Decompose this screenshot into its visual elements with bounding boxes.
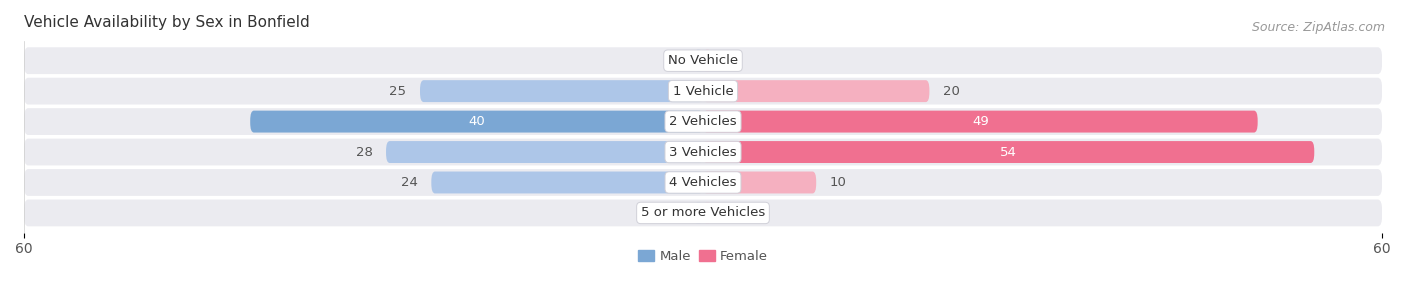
Text: 5 or more Vehicles: 5 or more Vehicles [641, 206, 765, 219]
FancyBboxPatch shape [250, 111, 703, 133]
FancyBboxPatch shape [24, 108, 1382, 135]
FancyBboxPatch shape [24, 169, 1382, 196]
Text: 25: 25 [389, 84, 406, 98]
FancyBboxPatch shape [24, 78, 1382, 105]
Text: 28: 28 [356, 145, 373, 159]
Text: 10: 10 [830, 176, 846, 189]
Text: 54: 54 [1000, 145, 1017, 159]
Text: 2 Vehicles: 2 Vehicles [669, 115, 737, 128]
FancyBboxPatch shape [703, 50, 711, 72]
FancyBboxPatch shape [703, 141, 1315, 163]
FancyBboxPatch shape [703, 202, 711, 224]
Text: 40: 40 [468, 115, 485, 128]
Legend: Male, Female: Male, Female [633, 245, 773, 268]
Text: 0: 0 [675, 54, 683, 67]
FancyBboxPatch shape [387, 141, 703, 163]
FancyBboxPatch shape [695, 50, 703, 72]
FancyBboxPatch shape [24, 199, 1382, 226]
Text: 0: 0 [723, 54, 731, 67]
Text: Source: ZipAtlas.com: Source: ZipAtlas.com [1251, 21, 1385, 34]
FancyBboxPatch shape [703, 111, 1258, 133]
FancyBboxPatch shape [420, 80, 703, 102]
Text: 0: 0 [723, 206, 731, 219]
Text: 4 Vehicles: 4 Vehicles [669, 176, 737, 189]
Text: 49: 49 [972, 115, 988, 128]
Text: 1 Vehicle: 1 Vehicle [672, 84, 734, 98]
FancyBboxPatch shape [703, 80, 929, 102]
Text: 3 Vehicles: 3 Vehicles [669, 145, 737, 159]
FancyBboxPatch shape [24, 139, 1382, 165]
FancyBboxPatch shape [432, 171, 703, 193]
FancyBboxPatch shape [24, 47, 1382, 74]
FancyBboxPatch shape [703, 171, 817, 193]
Text: 0: 0 [675, 206, 683, 219]
Text: No Vehicle: No Vehicle [668, 54, 738, 67]
Text: 20: 20 [943, 84, 960, 98]
Text: Vehicle Availability by Sex in Bonfield: Vehicle Availability by Sex in Bonfield [24, 15, 309, 30]
FancyBboxPatch shape [695, 202, 703, 224]
Text: 24: 24 [401, 176, 418, 189]
